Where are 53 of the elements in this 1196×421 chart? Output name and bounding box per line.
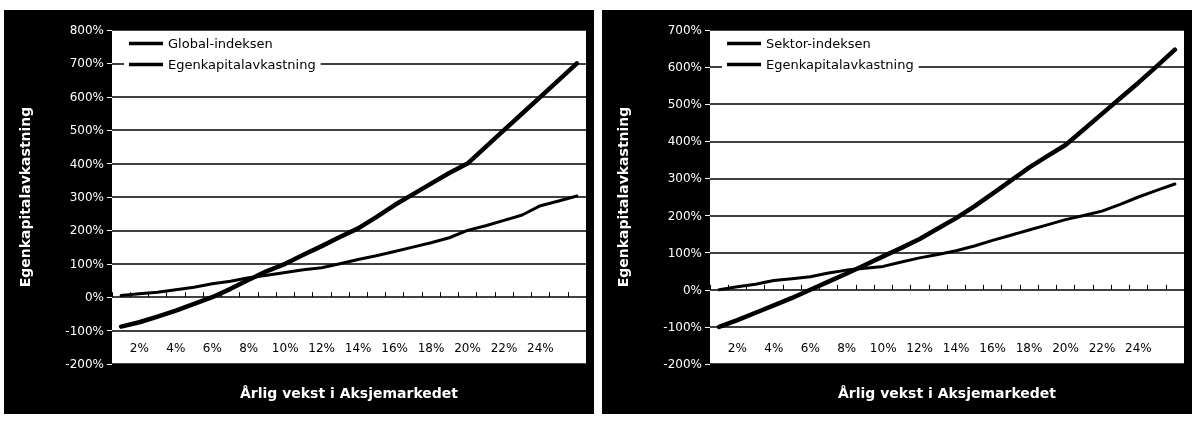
legend-label: Global-indeksen bbox=[168, 36, 273, 51]
x-tick-label: 12% bbox=[906, 341, 933, 355]
x-tick-label: 22% bbox=[490, 341, 518, 355]
x-tick-label: 4% bbox=[166, 341, 186, 355]
legend-label: Egenkapitalavkastning bbox=[766, 57, 914, 72]
x-tick-label: 6% bbox=[202, 341, 222, 355]
x-tick-label: 12% bbox=[308, 341, 335, 355]
x-tick-label: 20% bbox=[454, 341, 481, 355]
y-axis-title: Egenkapitalavkastning bbox=[17, 106, 33, 288]
x-tick-label: 24% bbox=[527, 341, 554, 355]
y-tick-label: -100% bbox=[663, 319, 702, 334]
y-tick-label: 600% bbox=[69, 89, 104, 104]
x-tick-label: 8% bbox=[837, 341, 857, 355]
x-axis-title: Årlig vekst i Aksjemarkedet bbox=[837, 385, 1057, 401]
x-tick-label: 20% bbox=[1052, 341, 1079, 355]
x-tick-label: 24% bbox=[1125, 341, 1152, 355]
x-tick-label: 22% bbox=[1088, 341, 1116, 355]
y-tick-label: 0% bbox=[84, 290, 104, 305]
x-tick-label: 4% bbox=[764, 341, 784, 355]
y-tick-label: 600% bbox=[667, 60, 702, 75]
y-tick-label: 400% bbox=[69, 156, 104, 171]
y-tick-label: 100% bbox=[667, 245, 702, 260]
y-tick-label: 700% bbox=[69, 56, 104, 71]
y-tick-label: 100% bbox=[69, 256, 104, 271]
y-tick-label: 0% bbox=[682, 282, 702, 297]
y-tick-label: 500% bbox=[69, 123, 104, 138]
x-tick-label: 14% bbox=[942, 341, 970, 355]
y-tick-label: 700% bbox=[667, 23, 702, 37]
legend-label: Sektor-indeksen bbox=[766, 36, 871, 51]
x-tick-label: 8% bbox=[239, 341, 259, 355]
y-tick-label: 800% bbox=[69, 23, 104, 37]
y-tick-label: 200% bbox=[69, 223, 104, 238]
y-tick-label: -100% bbox=[65, 323, 104, 338]
y-tick-label: 500% bbox=[667, 97, 702, 112]
y-tick-label: -200% bbox=[65, 357, 104, 371]
x-axis-title: Årlig vekst i Aksjemarkedet bbox=[239, 385, 459, 401]
y-axis-title: Egenkapitalavkastning bbox=[615, 106, 631, 288]
x-tick-label: 16% bbox=[979, 341, 1006, 355]
legend-label: Egenkapitalavkastning bbox=[168, 57, 316, 72]
x-tick-label: 2% bbox=[727, 341, 747, 355]
y-tick-label: 300% bbox=[69, 190, 104, 204]
x-tick-label: 2% bbox=[129, 341, 149, 355]
x-tick-label: 10% bbox=[271, 341, 299, 355]
x-tick-label: 16% bbox=[381, 341, 408, 355]
y-tick-label: 300% bbox=[667, 171, 702, 186]
x-tick-label: 18% bbox=[417, 341, 445, 355]
y-tick-label: -200% bbox=[663, 357, 702, 371]
x-tick-label: 18% bbox=[1015, 341, 1043, 355]
y-tick-label: 400% bbox=[667, 134, 702, 149]
x-tick-label: 14% bbox=[344, 341, 372, 355]
x-tick-label: 10% bbox=[869, 341, 897, 355]
x-tick-label: 6% bbox=[800, 341, 820, 355]
y-tick-label: 200% bbox=[667, 208, 702, 223]
